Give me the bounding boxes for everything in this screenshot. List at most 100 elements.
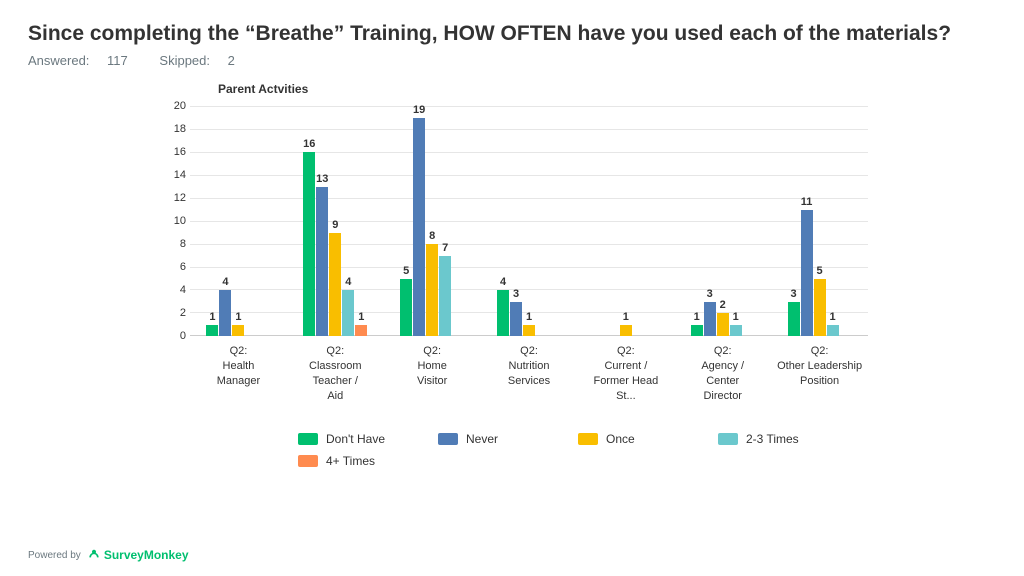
bar: 4 [342, 290, 354, 336]
y-tick-label: 8 [180, 238, 186, 250]
bar: 1 [730, 325, 742, 337]
x-axis-label: Q2:Current /Former HeadSt... [577, 344, 674, 403]
x-axis-label: Q2:Other LeadershipPosition [771, 344, 868, 403]
x-axis-label: Q2:Agency /CenterDirector [674, 344, 771, 403]
answered-count: Answered: 117 [28, 53, 145, 68]
bar-value-label: 1 [733, 311, 739, 323]
bar-value-label: 4 [500, 276, 506, 288]
legend-label: Don't Have [326, 432, 385, 446]
bar-value-label: 13 [316, 173, 328, 185]
bar: 8 [426, 244, 438, 336]
chart-legend: Don't Have Never Once 2-3 Times 4+ Times [298, 432, 858, 476]
bar-value-label: 1 [235, 311, 241, 323]
bar-group: 31151 [771, 106, 868, 336]
bar-value-label: 1 [830, 311, 836, 323]
bar-value-label: 5 [817, 265, 823, 277]
bar: 11 [801, 210, 813, 337]
y-tick-label: 18 [174, 123, 186, 135]
bar-value-label: 5 [403, 265, 409, 277]
y-tick-label: 0 [180, 330, 186, 342]
bar: 1 [620, 325, 632, 337]
y-tick-label: 2 [180, 307, 186, 319]
legend-label: Once [606, 432, 635, 446]
powered-by-footer: Powered by SurveyMonkey [28, 548, 189, 562]
bar-group: 431 [481, 106, 578, 336]
bar-value-label: 1 [209, 311, 215, 323]
legend-item: Don't Have [298, 432, 438, 446]
chart-plot-area: 02468101214161820 1411613941519874311132… [190, 106, 868, 336]
x-axis-label: Q2:HomeVisitor [384, 344, 481, 403]
x-axis-label: Q2:NutritionServices [481, 344, 578, 403]
chart-subtitle: Parent Actvities [218, 82, 868, 96]
x-axis-label: Q2:Classroom Teacher /Aid [287, 344, 384, 403]
y-tick-label: 12 [174, 192, 186, 204]
legend-item: 4+ Times [298, 454, 438, 468]
bar: 1 [355, 325, 367, 337]
bar-value-label: 1 [694, 311, 700, 323]
legend-item: Once [578, 432, 718, 446]
y-tick-label: 10 [174, 215, 186, 227]
bar: 5 [400, 279, 412, 337]
bar: 7 [439, 256, 451, 337]
skipped-count: Skipped: 2 [159, 53, 248, 68]
x-axis-label: Q2:HealthManager [190, 344, 287, 403]
y-tick-label: 14 [174, 169, 186, 181]
surveymonkey-icon [87, 548, 101, 562]
y-tick-label: 16 [174, 146, 186, 158]
bar-value-label: 16 [303, 138, 315, 150]
bar: 3 [788, 302, 800, 337]
bar-value-label: 1 [623, 311, 629, 323]
bar: 2 [717, 313, 729, 336]
bar-value-label: 2 [720, 299, 726, 311]
bar: 4 [497, 290, 509, 336]
bar-value-label: 11 [801, 196, 813, 208]
bar-group: 141 [190, 106, 287, 336]
legend-item: Never [438, 432, 578, 446]
bar-group: 1613941 [287, 106, 384, 336]
bar: 3 [704, 302, 716, 337]
bar: 19 [413, 118, 425, 337]
legend-swatch [298, 455, 318, 467]
bar-value-label: 3 [513, 288, 519, 300]
y-axis: 02468101214161820 [162, 106, 190, 336]
bar: 4 [219, 290, 231, 336]
legend-swatch [578, 433, 598, 445]
bar-value-label: 9 [332, 219, 338, 231]
bar-value-label: 1 [526, 311, 532, 323]
bar-value-label: 4 [222, 276, 228, 288]
bar-group: 51987 [384, 106, 481, 336]
bar: 1 [232, 325, 244, 337]
bar-group: 1321 [674, 106, 771, 336]
x-axis-labels: Q2:HealthManagerQ2:Classroom Teacher /Ai… [190, 344, 868, 403]
bar-group: 1 [577, 106, 674, 336]
bar-value-label: 3 [791, 288, 797, 300]
bar-value-label: 19 [413, 104, 425, 116]
legend-label: 4+ Times [326, 454, 375, 468]
legend-label: Never [466, 432, 498, 446]
legend-item: 2-3 Times [718, 432, 858, 446]
question-title: Since completing the “Breathe” Training,… [28, 20, 996, 47]
response-meta: Answered: 117 Skipped: 2 [28, 53, 996, 68]
bar: 13 [316, 187, 328, 337]
bar-groups: 1411613941519874311132131151 [190, 106, 868, 336]
bar: 1 [523, 325, 535, 337]
bar: 1 [827, 325, 839, 337]
bar-value-label: 4 [345, 276, 351, 288]
surveymonkey-logo: SurveyMonkey [87, 548, 189, 562]
bar: 16 [303, 152, 315, 336]
legend-swatch [438, 433, 458, 445]
legend-swatch [298, 433, 318, 445]
legend-swatch [718, 433, 738, 445]
bar-value-label: 8 [429, 230, 435, 242]
y-tick-label: 20 [174, 100, 186, 112]
bar: 9 [329, 233, 341, 337]
chart-container: Parent Actvities 02468101214161820 14116… [148, 82, 868, 475]
bar: 1 [691, 325, 703, 337]
y-tick-label: 6 [180, 261, 186, 273]
bar-value-label: 7 [442, 242, 448, 254]
bar: 3 [510, 302, 522, 337]
bar-value-label: 3 [707, 288, 713, 300]
bar-value-label: 1 [358, 311, 364, 323]
bar: 5 [814, 279, 826, 337]
powered-by-label: Powered by [28, 550, 81, 561]
